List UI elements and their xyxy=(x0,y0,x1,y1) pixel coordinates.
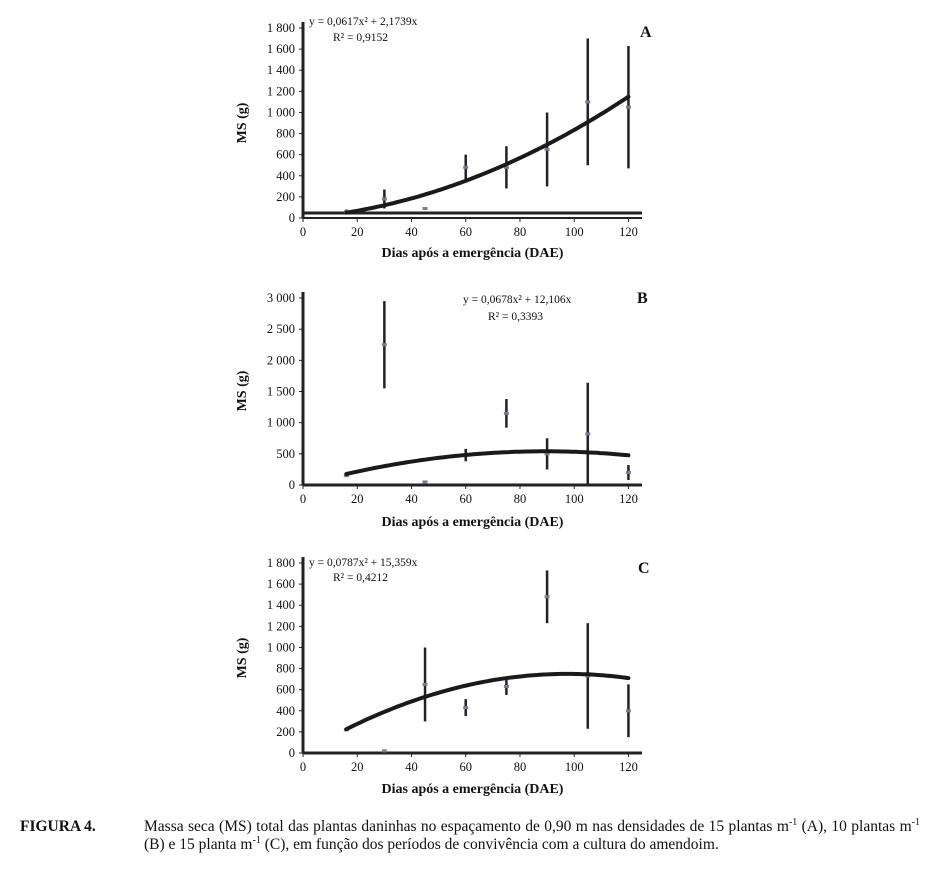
y-tick-label: 0 xyxy=(289,478,295,492)
panel-a-chart: 0 200 400 600 800 1 000 1 200 1 400 1 600 1 800 0 2… xyxy=(235,16,652,261)
y-tick-label: 1 000 xyxy=(267,416,295,430)
x-tick-label: 20 xyxy=(351,492,364,506)
y-tick-label: 1 600 xyxy=(267,42,295,56)
x-axis-label: Dias após a emergência (DAE) xyxy=(382,782,564,797)
regression-equation: y = 0,0617x² + 2,1739x xyxy=(309,16,418,28)
x-tick-label: 120 xyxy=(619,492,638,506)
x-tick-label: 80 xyxy=(514,225,527,239)
data-point xyxy=(422,480,428,484)
y-tick-label: 200 xyxy=(276,190,295,204)
data-point xyxy=(463,165,469,169)
regression-curve xyxy=(344,671,631,732)
panel-letter: A xyxy=(640,24,652,41)
x-tick-label: 20 xyxy=(351,760,364,774)
x-tick-label: 100 xyxy=(565,492,584,506)
data-point xyxy=(381,749,387,753)
data-point xyxy=(381,343,387,347)
data-point xyxy=(585,100,591,104)
y-axis-label: MS (g) xyxy=(235,637,250,678)
panel-c-chart: 0 200 400 600 800 1 000 1 200 1 400 1 600 1 800 0 2… xyxy=(235,556,650,797)
panel-letter: C xyxy=(638,560,650,577)
x-tick-label: 0 xyxy=(300,760,306,774)
y-tick-label: 1 400 xyxy=(267,63,295,77)
y-tick-label: 0 xyxy=(289,211,295,225)
x-tick-label: 80 xyxy=(514,492,527,506)
data-point xyxy=(503,165,509,169)
y-tick-label: 1 800 xyxy=(267,21,295,35)
y-tick-label: 800 xyxy=(276,662,295,676)
x-tick-label: 60 xyxy=(459,760,472,774)
data-point xyxy=(503,411,509,415)
x-tick-label: 60 xyxy=(459,492,472,506)
y-tick-label: 600 xyxy=(276,683,295,697)
panel-b-chart: 0 500 1 000 1 500 2 000 2 500 3 000 0 20 40 60 80 10… xyxy=(235,290,648,530)
data-point xyxy=(625,105,631,109)
y-tick-label: 2 500 xyxy=(267,322,295,336)
x-tick-label: 20 xyxy=(351,225,364,239)
regression-curve xyxy=(344,449,631,476)
data-point xyxy=(503,685,509,688)
data-point xyxy=(625,471,631,475)
data-point xyxy=(463,706,469,710)
y-tick-label: 1 200 xyxy=(267,84,295,98)
data-point xyxy=(544,595,550,599)
data-point xyxy=(422,207,428,210)
x-axis-label: Dias após a emergência (DAE) xyxy=(382,515,564,530)
y-tick-label: 3 000 xyxy=(267,291,295,305)
y-tick-label: 1 000 xyxy=(267,640,295,654)
y-tick-label: 1 600 xyxy=(267,577,295,591)
data-point xyxy=(422,682,428,686)
data-point xyxy=(544,147,550,151)
y-tick-label: 1 500 xyxy=(267,385,295,399)
r-squared-label: R² = 0,9152 xyxy=(333,32,388,44)
x-tick-label: 80 xyxy=(514,760,527,774)
x-tick-label: 120 xyxy=(619,225,638,239)
regression-curve xyxy=(344,94,631,215)
y-tick-label: 2 000 xyxy=(267,353,295,367)
regression-equation: y = 0,0678x² + 12,106x xyxy=(463,294,572,306)
x-tick-label: 100 xyxy=(565,225,584,239)
r-squared-label: R² = 0,3393 xyxy=(488,311,543,323)
y-tick-label: 200 xyxy=(276,725,295,739)
data-point xyxy=(625,709,631,713)
data-point xyxy=(544,452,550,456)
regression-equation: y = 0,0787x² + 15,359x xyxy=(309,557,418,569)
x-tick-label: 100 xyxy=(565,760,584,774)
y-tick-label: 800 xyxy=(276,127,295,141)
y-tick-label: 400 xyxy=(276,169,295,183)
y-tick-label: 1 400 xyxy=(267,598,295,612)
x-tick-label: 0 xyxy=(300,225,306,239)
x-tick-label: 40 xyxy=(405,760,418,774)
r-squared-label: R² = 0,4212 xyxy=(333,572,388,584)
y-axis-label: MS (g) xyxy=(235,102,250,143)
caption-label: FIGURA 4. xyxy=(20,818,96,835)
caption-text: Massa seca (MS) total das plantas daninh… xyxy=(144,816,920,853)
x-tick-label: 120 xyxy=(619,760,638,774)
y-axis-label: MS (g) xyxy=(235,370,250,411)
y-tick-label: 0 xyxy=(289,746,295,760)
y-tick-label: 1 200 xyxy=(267,619,295,633)
x-axis-label: Dias após a emergência (DAE) xyxy=(382,246,564,261)
x-tick-label: 40 xyxy=(405,225,418,239)
y-tick-label: 1 000 xyxy=(267,105,295,119)
data-point xyxy=(381,197,387,201)
x-tick-label: 40 xyxy=(405,492,418,506)
panel-letter: B xyxy=(637,290,648,307)
y-tick-label: 400 xyxy=(276,704,295,718)
x-tick-label: 60 xyxy=(459,225,472,239)
y-tick-label: 1 800 xyxy=(267,556,295,570)
x-tick-label: 0 xyxy=(300,492,306,506)
y-tick-label: 600 xyxy=(276,148,295,162)
data-point xyxy=(585,432,591,436)
y-tick-label: 500 xyxy=(276,447,295,461)
